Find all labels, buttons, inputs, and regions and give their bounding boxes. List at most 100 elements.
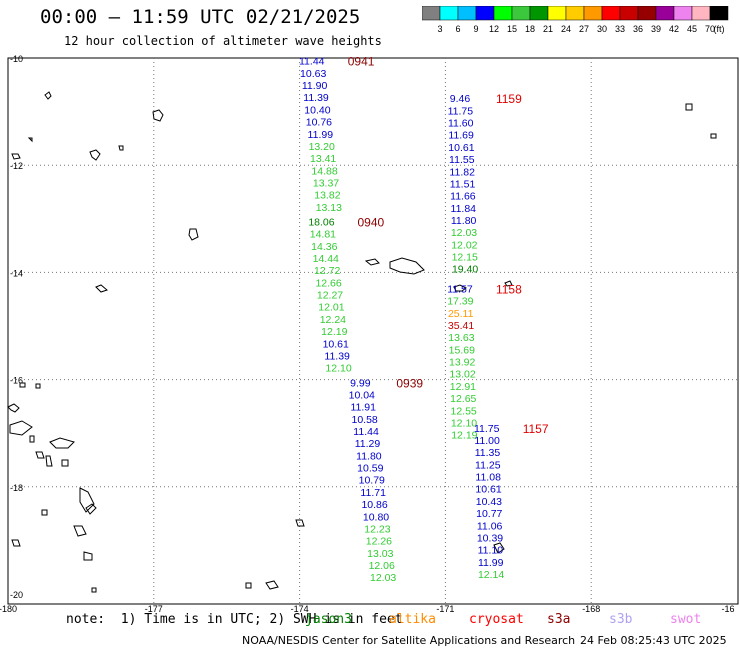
wave-height-value: 12.02: [451, 239, 477, 251]
wave-height-value: 12.06: [369, 560, 395, 572]
note-text: note: 1) Time is in UTC; 2) SWH is in fe…: [66, 612, 403, 627]
wave-height-value: 12.03: [370, 572, 396, 584]
wave-height-value: 11.55: [449, 154, 475, 166]
colorbar-tick-label: 42: [669, 24, 679, 34]
wave-height-value: 11.75: [448, 105, 474, 117]
satellite-legend-swot: swot: [670, 612, 702, 627]
island-outline: [95, 284, 109, 293]
colorbar-swatch: [655, 6, 675, 21]
wave-height-value: 10.80: [363, 511, 389, 523]
wave-height-value: 11.90: [302, 80, 328, 92]
island-outline: [41, 509, 48, 516]
wave-height-value: 12.72: [314, 265, 340, 277]
wave-height-value: 11.29: [355, 438, 381, 450]
wave-height-value: 9.46: [450, 93, 471, 105]
wave-height-value: 11.39: [303, 92, 329, 104]
colorbar-tick-label: 33: [615, 24, 625, 34]
wave-height-value: 12.14: [478, 569, 504, 581]
island-outline: [7, 403, 20, 413]
island-outline: [29, 435, 35, 443]
latitude-label: -12: [10, 161, 23, 171]
color-scale-legend: 3 6 9 12 15 18 21 24 27 30 33 36 39 42 45 70(ft): [422, 6, 729, 34]
pass-time-label: 0941: [348, 55, 375, 69]
wave-height-value: 13.63: [448, 332, 474, 344]
pass-1159: 9.4611.7511.6011.6910.6111.5511.8211.511…: [448, 92, 523, 276]
longitude-label: -180: [0, 604, 17, 614]
wave-height-value: 11.08: [475, 472, 501, 484]
wave-height-value: 12.91: [450, 381, 476, 393]
island-outline: [73, 525, 87, 537]
satellite-legend-s3a: s3a: [547, 612, 571, 627]
island-outline: [79, 487, 95, 513]
longitude-label: -171: [436, 604, 454, 614]
wave-height-value: 11.51: [450, 178, 476, 190]
colorbar-tick-label: 18: [525, 24, 535, 34]
wave-height-value: 9.99: [350, 377, 371, 389]
colorbar-swatch: [529, 6, 549, 21]
wave-height-value: 11.82: [449, 166, 475, 178]
island-outline: [61, 459, 69, 467]
colorbar-tick-label: 39: [651, 24, 661, 34]
pass-time-label: 1159: [496, 92, 522, 106]
page-subtitle: 12 hour collection of altimeter wave hei…: [64, 34, 382, 48]
wave-height-value: 13.03: [367, 548, 393, 560]
satellite-legend-cryosat: cryosat: [469, 612, 524, 627]
wave-height-value: 11.57: [447, 283, 473, 295]
wave-height-value: 11.80: [451, 215, 477, 227]
wave-height-value: 10.77: [476, 508, 502, 520]
wave-height-value: 12.27: [317, 290, 343, 302]
colorbar-tick-label: 70: [705, 24, 715, 34]
wave-height-value: 14.44: [313, 253, 339, 265]
island-outline: [295, 519, 305, 527]
colorbar-swatch: [511, 6, 531, 21]
wave-height-value: 19.40: [452, 264, 478, 276]
wave-height-value: 12.01: [318, 302, 344, 314]
colorbar-swatch: [547, 6, 567, 21]
island-outline: [91, 587, 97, 593]
colorbar-tick-label: 45: [687, 24, 697, 34]
wave-height-value: 11.71: [360, 487, 386, 499]
colorbar-swatch: [637, 6, 657, 21]
wave-height-value: 11.84: [451, 203, 477, 215]
colorbar-swatch: [673, 6, 693, 21]
island-outline: [49, 437, 75, 449]
island-outline: [685, 103, 693, 111]
longitude-label: -174: [291, 604, 309, 614]
colorbar-tick-label: 27: [579, 24, 589, 34]
latitude-label: -20: [10, 590, 23, 600]
colorbar-tick-label: 21: [543, 24, 553, 34]
wave-height-value: 13.41: [310, 153, 336, 165]
pass-time-label: 0940: [357, 215, 384, 229]
island-outline: [35, 451, 45, 459]
wave-height-value: 10.61: [448, 142, 474, 154]
colorbar-swatch: [457, 6, 477, 21]
wave-height-value: 13.20: [309, 141, 335, 153]
island-outline: [504, 280, 513, 287]
wave-height-value: 10.63: [300, 68, 326, 80]
longitude-label: -177: [145, 604, 163, 614]
colorbar-tick-label: 12: [489, 24, 499, 34]
longitude-label: -168: [582, 604, 600, 614]
island-outline: [85, 503, 97, 515]
latitude-label: -18: [10, 483, 23, 493]
footer-credit: NOAA/NESDIS Center for Satellite Applica…: [242, 634, 576, 647]
wave-height-value: 11.60: [448, 118, 474, 130]
wave-height-value: 10.61: [475, 484, 501, 496]
wave-height-value: 10.61: [323, 338, 349, 350]
wave-height-value: 12.23: [364, 523, 390, 535]
wave-height-value: 12.03: [451, 227, 477, 239]
island-outline: [89, 149, 101, 161]
wave-height-value: 11.44: [299, 56, 325, 68]
colorbar-swatch: [619, 6, 639, 21]
colorbar-swatch: [565, 6, 585, 21]
wave-height-value: 10.76: [306, 117, 332, 129]
island-outline: [364, 258, 380, 266]
pass-1158: 11.5717.3925.1135.4113.6315.6913.9213.02…: [447, 282, 522, 441]
satellite-legend-altika: altika: [389, 612, 436, 627]
pass-time-label: 1157: [523, 422, 549, 436]
colorbar-tick-label: 15: [507, 24, 517, 34]
wave-height-value: 10.39: [477, 532, 503, 544]
wave-height-value: 12.24: [320, 314, 346, 326]
wave-height-value: 13.02: [449, 369, 475, 381]
